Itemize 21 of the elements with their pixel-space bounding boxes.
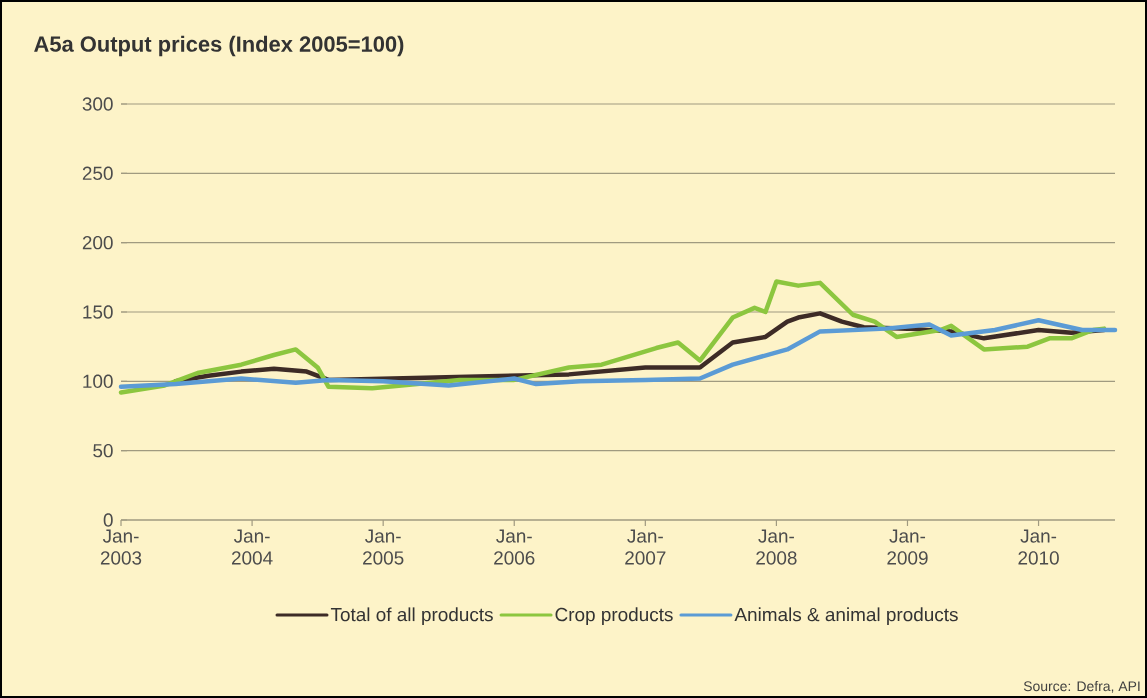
- legend-label: Animals & animal products: [734, 607, 958, 626]
- legend-label: Total of all products: [330, 607, 493, 626]
- x-tick-label: Jan-2008: [756, 529, 797, 565]
- y-tick-label: 0: [103, 513, 113, 527]
- source-note: Source: Defra, API: [1023, 680, 1140, 693]
- y-tick-label: 150: [83, 305, 113, 319]
- y-tick-label: 100: [83, 374, 113, 389]
- line-series: [118, 318, 1118, 390]
- legend-label: Crop products: [555, 607, 673, 626]
- x-tick-label: Jan-2006: [494, 529, 535, 565]
- x-tick-label: Jan-2005: [363, 529, 404, 565]
- y-tick-label: 50: [93, 443, 113, 458]
- y-tick-label: 300: [82, 97, 113, 111]
- x-tick-label: Jan-2009: [887, 529, 928, 565]
- y-tick-label: 200: [82, 235, 113, 250]
- x-tick-label: Jan-2003: [100, 529, 142, 565]
- x-tick-label: Jan-2010: [1018, 529, 1059, 565]
- chart-title: A5a Output prices (Index 2005=100): [34, 35, 404, 57]
- x-tick-label: Jan-2007: [625, 529, 666, 565]
- x-tick-label: Jan-2004: [231, 529, 273, 565]
- y-tick-label: 250: [82, 166, 113, 181]
